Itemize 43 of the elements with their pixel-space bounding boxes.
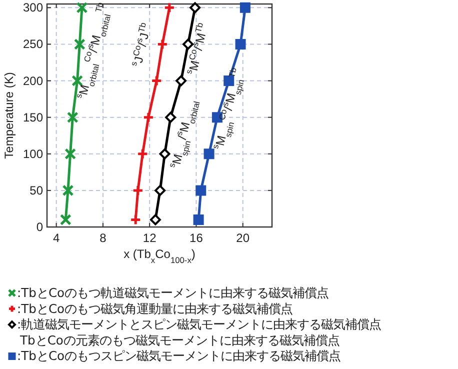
y-tick-label: 0 [36, 220, 44, 234]
point [72, 75, 84, 87]
x-tick-label: 4 [52, 231, 60, 245]
x-tick-label: 20 [236, 231, 250, 245]
point [62, 184, 74, 196]
legend-label: :TbとCoのもつ磁気角運動量に由来する磁気補償点 [17, 302, 293, 316]
legend-label: :TbとCoのもつスピン磁気モーメントに由来する磁気補償点 [17, 349, 341, 364]
point [132, 184, 144, 196]
x-tick-label: 16 [190, 231, 204, 245]
point [204, 148, 214, 160]
point [190, 2, 201, 14]
point [150, 75, 162, 87]
point [76, 2, 88, 14]
point [156, 38, 168, 50]
point [60, 214, 72, 226]
point [182, 38, 194, 50]
y-tick-label: 50 [30, 183, 44, 198]
legend-label: :TbとCoのもつ軌道磁気モーメントに由来する磁気補償点 [17, 286, 329, 300]
point [196, 185, 206, 196]
y-tick-label: 250 [22, 37, 44, 52]
point [240, 2, 250, 13]
y-tick-label: 200 [22, 74, 44, 88]
point [74, 38, 86, 50]
point [66, 112, 78, 124]
x-tick-label: 8 [100, 231, 107, 245]
y-tick-label: 150 [22, 110, 44, 124]
x-axis-title: x (Tb$_{x}$Co$_{100-x}$) [124, 247, 196, 265]
point [136, 148, 148, 160]
point [64, 148, 76, 160]
point [165, 112, 176, 123]
x-tick-label: 12 [142, 231, 157, 245]
y-tick-label: 100 [22, 146, 44, 161]
point [142, 112, 154, 124]
y-tick-label: 300 [22, 0, 44, 15]
point [224, 76, 234, 86]
point [159, 148, 170, 160]
point [154, 184, 166, 196]
y-axis-title: Temperature (K) [2, 72, 16, 159]
legend-label: :軌道磁気モーメントとスピン磁気モーメントに由来する磁気補償点 TbとCoの元素のもつ磁気モーメントに由来する磁気補償点 [17, 318, 382, 348]
point [176, 75, 187, 86]
point [193, 214, 204, 225]
point [150, 214, 161, 226]
point [235, 38, 246, 50]
